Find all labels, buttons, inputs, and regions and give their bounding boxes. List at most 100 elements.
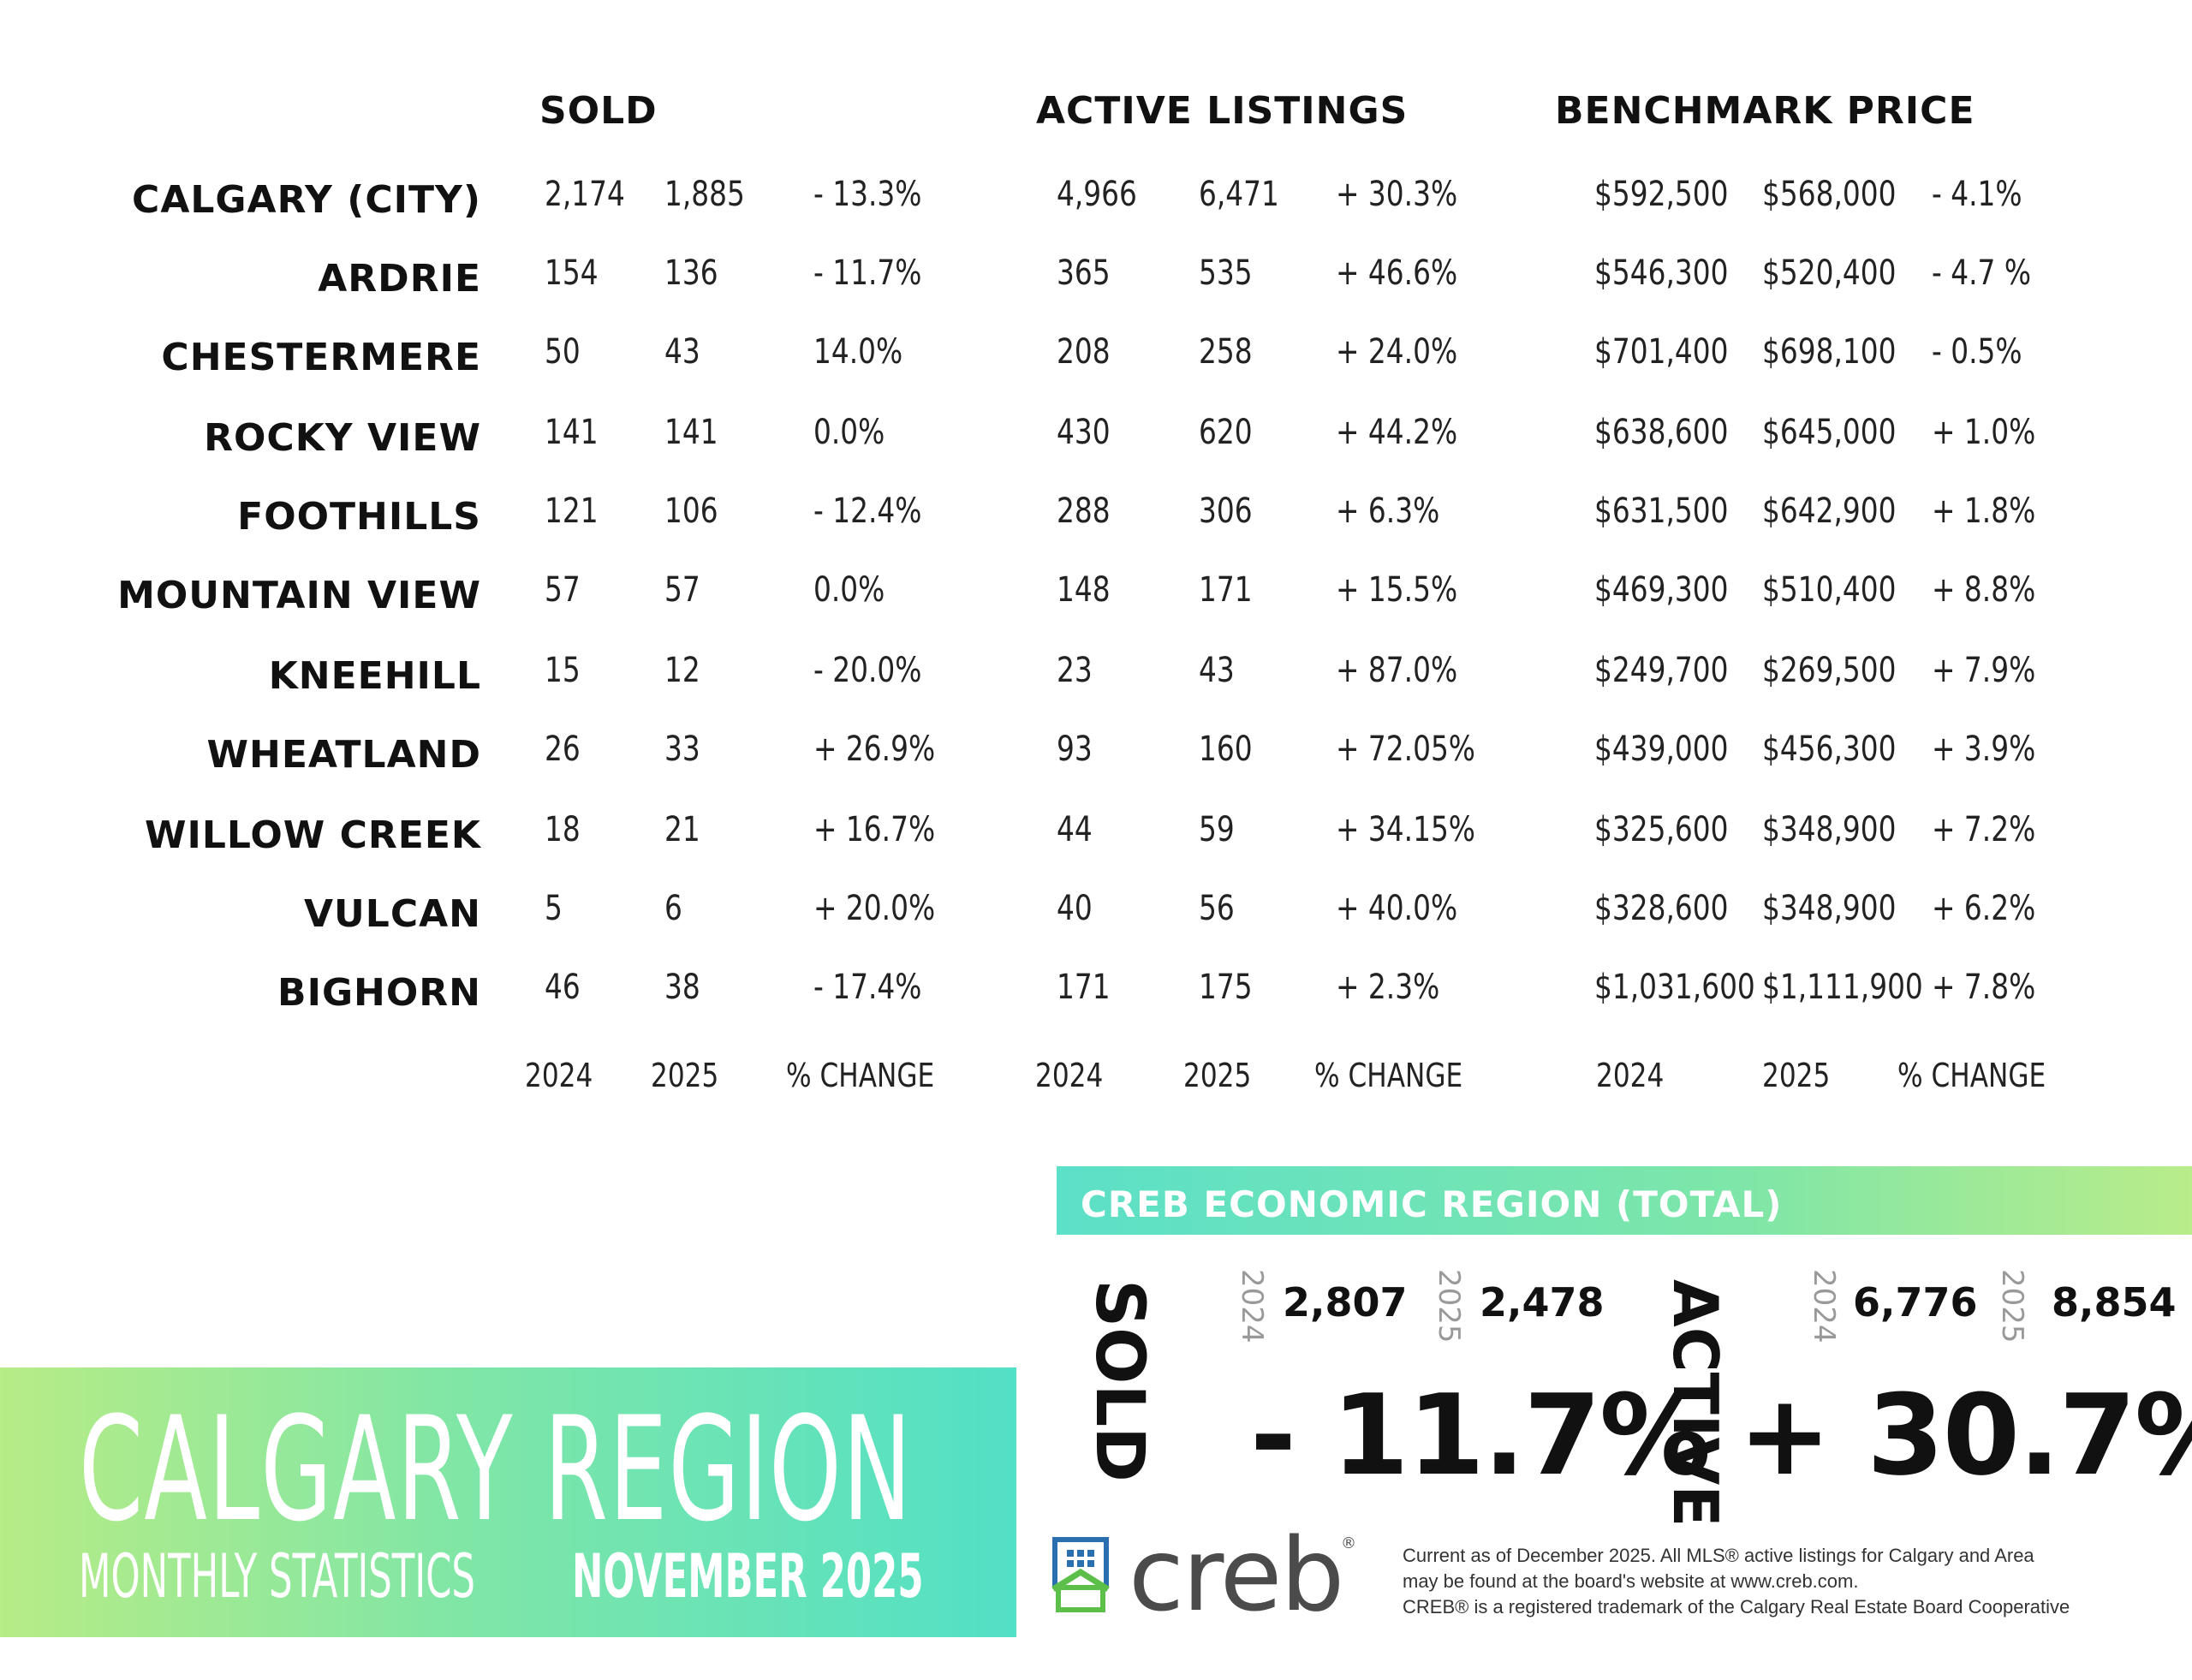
creb-logo-wordmark: creb xyxy=(1129,1516,1344,1634)
cell-active-2025: 258 xyxy=(1199,332,1253,372)
cell-sold-2025: 57 xyxy=(664,570,700,610)
cell-active-change: + 15.5% xyxy=(1336,570,1458,610)
disclaimer-line: CREB® is a registered trademark of the C… xyxy=(1403,1596,2070,1617)
cell-active-change: + 87.0% xyxy=(1336,651,1458,690)
cell-price-2025: $510,400 xyxy=(1762,570,1897,610)
cell-sold-change: - 12.4% xyxy=(813,491,922,531)
cell-active-2024: 430 xyxy=(1057,413,1111,452)
region-name: BIGHORN xyxy=(277,971,481,1015)
disclaimer-line: may be found at the board's website at w… xyxy=(1403,1570,1859,1592)
cell-sold-change: + 16.7% xyxy=(813,810,936,849)
footer-year-2024: 2024 xyxy=(1596,1057,1665,1094)
cell-active-2025: 175 xyxy=(1199,968,1253,1007)
cell-price-2024: $546,300 xyxy=(1594,253,1729,293)
cell-price-2024: $1,031,600 xyxy=(1594,968,1755,1007)
region-name: FOOTHILLS xyxy=(237,495,481,539)
cell-active-2025: 6,471 xyxy=(1199,175,1279,214)
cell-price-2024: $249,700 xyxy=(1594,651,1729,690)
active-listings-header: ACTIVE LISTINGS xyxy=(1036,89,1409,133)
region-name: CALGARY (CITY) xyxy=(132,178,481,222)
calgary-region-banner xyxy=(0,1367,1016,1637)
cell-active-change: + 30.3% xyxy=(1336,175,1458,214)
cell-price-2024: $631,500 xyxy=(1594,491,1729,531)
cell-price-2024: $439,000 xyxy=(1594,730,1729,769)
cell-price-change: + 3.9% xyxy=(1932,730,2036,769)
cell-sold-change: - 17.4% xyxy=(813,968,922,1007)
banner-date: NOVEMBER 2025 xyxy=(572,1541,924,1611)
active-total-change: + 30.7% xyxy=(1738,1370,2192,1500)
cell-sold-change: 14.0% xyxy=(813,332,903,372)
cell-sold-change: 0.0% xyxy=(813,413,885,452)
banner-title: CALGARY REGION xyxy=(79,1385,913,1553)
sold-total-2024: 2,807 xyxy=(1283,1279,1408,1326)
cell-active-change: + 2.3% xyxy=(1336,968,1440,1007)
active-total-2025: 8,854 xyxy=(2052,1279,2177,1326)
cell-active-change: + 40.0% xyxy=(1336,889,1458,928)
cell-active-2025: 43 xyxy=(1199,651,1235,690)
cell-sold-change: + 26.9% xyxy=(813,730,936,769)
cell-price-2024: $325,600 xyxy=(1594,810,1729,849)
cell-price-2024: $592,500 xyxy=(1594,175,1729,214)
cell-sold-2025: 21 xyxy=(664,810,700,849)
banner-subtitle: MONTHLY STATISTICS xyxy=(79,1541,475,1611)
cell-price-change: + 8.8% xyxy=(1932,570,2036,610)
cell-sold-2025: 1,885 xyxy=(664,175,745,214)
cell-price-change: + 1.0% xyxy=(1932,413,2036,452)
active-total-2024: 6,776 xyxy=(1853,1279,1978,1326)
footer-year-2025: 2025 xyxy=(1183,1057,1252,1094)
cell-sold-change: - 11.7% xyxy=(813,253,922,293)
cell-price-2025: $568,000 xyxy=(1762,175,1897,214)
sold-total-2025: 2,478 xyxy=(1480,1279,1605,1326)
active-vertical-label: ACTIVE xyxy=(1659,1279,1731,1528)
cell-sold-2025: 136 xyxy=(664,253,718,293)
cell-price-change: + 6.2% xyxy=(1932,889,2036,928)
cell-sold-2024: 26 xyxy=(545,730,581,769)
footer-change: % CHANGE xyxy=(786,1057,935,1094)
sold-year-2024-label: 2024 xyxy=(1235,1269,1269,1343)
cell-sold-2025: 141 xyxy=(664,413,718,452)
cell-sold-2024: 141 xyxy=(545,413,599,452)
cell-sold-2025: 6 xyxy=(664,889,682,928)
cell-sold-2025: 43 xyxy=(664,332,700,372)
cell-active-2024: 4,966 xyxy=(1057,175,1137,214)
cell-active-2024: 148 xyxy=(1057,570,1111,610)
active-year-2024-label: 2024 xyxy=(1807,1269,1841,1343)
region-name: ROCKY VIEW xyxy=(204,416,481,460)
cell-price-change: + 7.8% xyxy=(1932,968,2036,1007)
cell-price-change: - 4.7 % xyxy=(1932,253,2032,293)
cell-sold-2024: 15 xyxy=(545,651,581,690)
cell-active-change: + 72.05% xyxy=(1336,730,1475,769)
region-name: MOUNTAIN VIEW xyxy=(117,574,481,617)
cell-sold-2024: 2,174 xyxy=(545,175,625,214)
creb-total-band xyxy=(1057,1166,2192,1235)
cell-sold-change: + 20.0% xyxy=(813,889,936,928)
cell-active-2025: 535 xyxy=(1199,253,1253,293)
footer-year-2025: 2025 xyxy=(651,1057,719,1094)
sold-header: SOLD xyxy=(539,89,658,133)
cell-price-change: - 0.5% xyxy=(1932,332,2022,372)
cell-price-2025: $269,500 xyxy=(1762,651,1897,690)
cell-active-2024: 40 xyxy=(1057,889,1093,928)
cell-active-change: + 34.15% xyxy=(1336,810,1475,849)
cell-price-change: + 1.8% xyxy=(1932,491,2036,531)
region-name: WHEATLAND xyxy=(206,733,481,777)
cell-sold-2024: 46 xyxy=(545,968,581,1007)
cell-sold-2024: 121 xyxy=(545,491,599,531)
footer-year-2025: 2025 xyxy=(1762,1057,1831,1094)
active-year-2025-label: 2025 xyxy=(1995,1269,2029,1343)
cell-active-2024: 44 xyxy=(1057,810,1093,849)
cell-sold-2025: 33 xyxy=(664,730,700,769)
cell-active-2025: 56 xyxy=(1199,889,1235,928)
cell-price-2025: $698,100 xyxy=(1762,332,1897,372)
cell-sold-2024: 5 xyxy=(545,889,563,928)
cell-price-2025: $456,300 xyxy=(1762,730,1897,769)
cell-price-2024: $638,600 xyxy=(1594,413,1729,452)
cell-price-2025: $520,400 xyxy=(1762,253,1897,293)
disclaimer: Current as of December 2025. All MLS® ac… xyxy=(1403,1543,2173,1620)
cell-sold-2024: 50 xyxy=(545,332,581,372)
creb-logo-registered-mark: ® xyxy=(1341,1534,1356,1552)
cell-price-change: + 7.2% xyxy=(1932,810,2036,849)
footer-year-2024: 2024 xyxy=(525,1057,593,1094)
creb-house-logo-icon xyxy=(1051,1537,1110,1612)
creb-total-title: CREB ECONOMIC REGION (TOTAL) xyxy=(1081,1183,1783,1225)
